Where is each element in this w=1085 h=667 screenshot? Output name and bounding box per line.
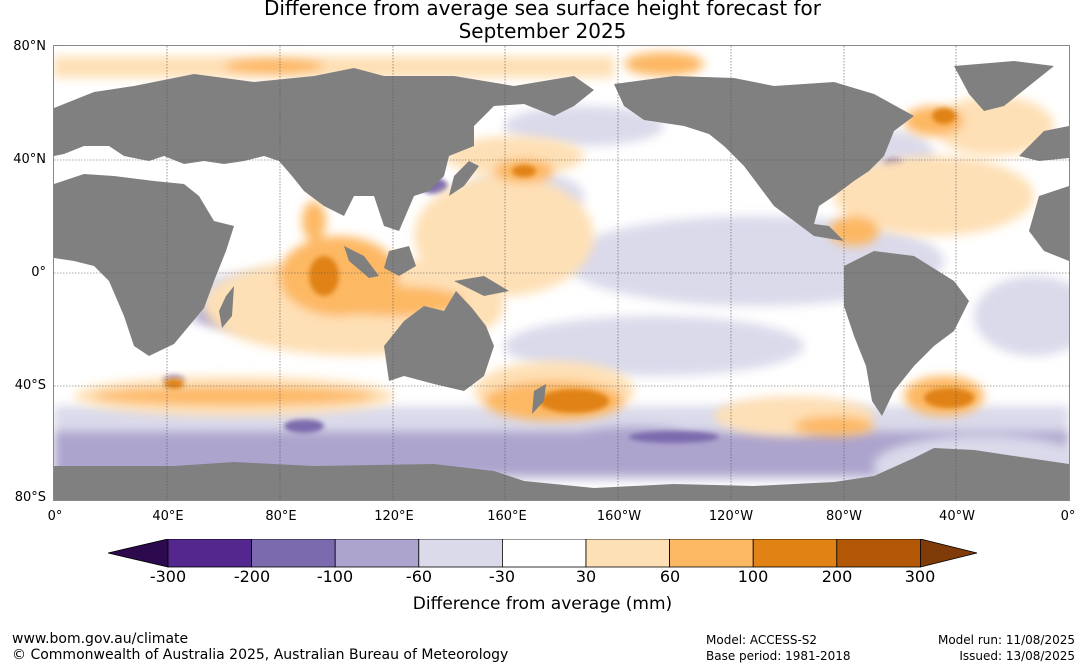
colorbar-bin-5 [501,539,587,568]
colorbar-tick: 300 [904,567,936,586]
map-title: Difference from average sea surface heig… [0,0,1085,43]
lat-label-80n: 80°N [13,39,46,54]
land-layer [54,61,1069,500]
colorbar-bin-7 [669,539,754,568]
footer-base-period: Base period: 1981-2018 [706,649,851,663]
colorbar-tick: -200 [233,567,271,586]
lon-label-160e: 160°E [487,509,527,524]
land-antarctica [54,448,1069,500]
colorbar-bin-4 [418,539,503,568]
colorbar-tick: 30 [575,567,597,586]
land-south-america [844,251,969,416]
map-title-line1: Difference from average sea surface heig… [263,0,822,20]
land-north-america [614,76,914,241]
land-eurasia-west [1019,126,1069,161]
footer-copyright: © Commonwealth of Australia 2025, Austra… [12,647,509,663]
lon-label-40e: 40°E [152,509,184,524]
colorbar-bin-9 [836,539,921,568]
lat-label-40n: 40°N [13,152,46,167]
colorbar-tick: 200 [821,567,853,586]
colorbar [108,539,978,568]
colorbar-title: Difference from average (mm) [412,594,673,614]
lon-label-80e: 80°E [265,509,297,524]
map-title-line2: September 2025 [458,19,627,43]
colorbar-bin-2 [251,539,336,568]
colorbar-tick: -300 [149,567,187,586]
colorbar-tick: -60 [405,567,433,586]
colorbar-tick: 100 [737,567,769,586]
land-australia [384,291,494,391]
footer-website: www.bom.gov.au/climate [12,631,189,647]
colorbar-bin-6 [585,539,670,568]
footer-model-run: Model run: 11/08/2025 [937,633,1075,647]
land-new-guinea [454,276,509,296]
strong-positive-spots [164,108,974,413]
colorbar-max-arrow [920,539,978,568]
lon-label-120e: 120°E [374,509,414,524]
land-africa-west [1029,186,1069,261]
colorbar-bin-8 [752,539,838,568]
colorbar-min-arrow [108,539,169,568]
land-sumatra [344,246,379,278]
footer-model: Model: ACCESS-S2 [706,633,818,647]
lon-label-0: 0° [47,509,63,524]
colorbar-tick: -100 [316,567,354,586]
land-borneo [384,246,416,276]
graticule [54,46,1069,500]
lon-label-0-east: 0° [1060,509,1076,524]
lon-label-160w: 160°W [596,509,642,524]
land-madagascar [219,286,234,328]
lon-label-40w: 40°W [939,509,975,524]
colorbar-tick: -30 [488,567,516,586]
sea-surface-height-map [54,46,1069,500]
lat-label-equator: 0° [31,265,46,280]
land-eurasia [54,68,594,231]
map-svg [54,46,1069,500]
colorbar-bin-3 [334,539,420,568]
lon-label-80w: 80°W [826,509,862,524]
lat-label-80s: 80°S [14,490,46,505]
footer-issued: Issued: 13/08/2025 [959,649,1075,663]
land-new-zealand [532,384,546,414]
colorbar-bin-1 [167,539,252,568]
land-japan [449,161,479,196]
lat-label-40s: 40°S [14,378,46,393]
lon-label-120w: 120°W [708,509,754,524]
land-greenland [954,61,1054,111]
land-africa [54,174,234,356]
colorbar-tick: 60 [659,567,681,586]
